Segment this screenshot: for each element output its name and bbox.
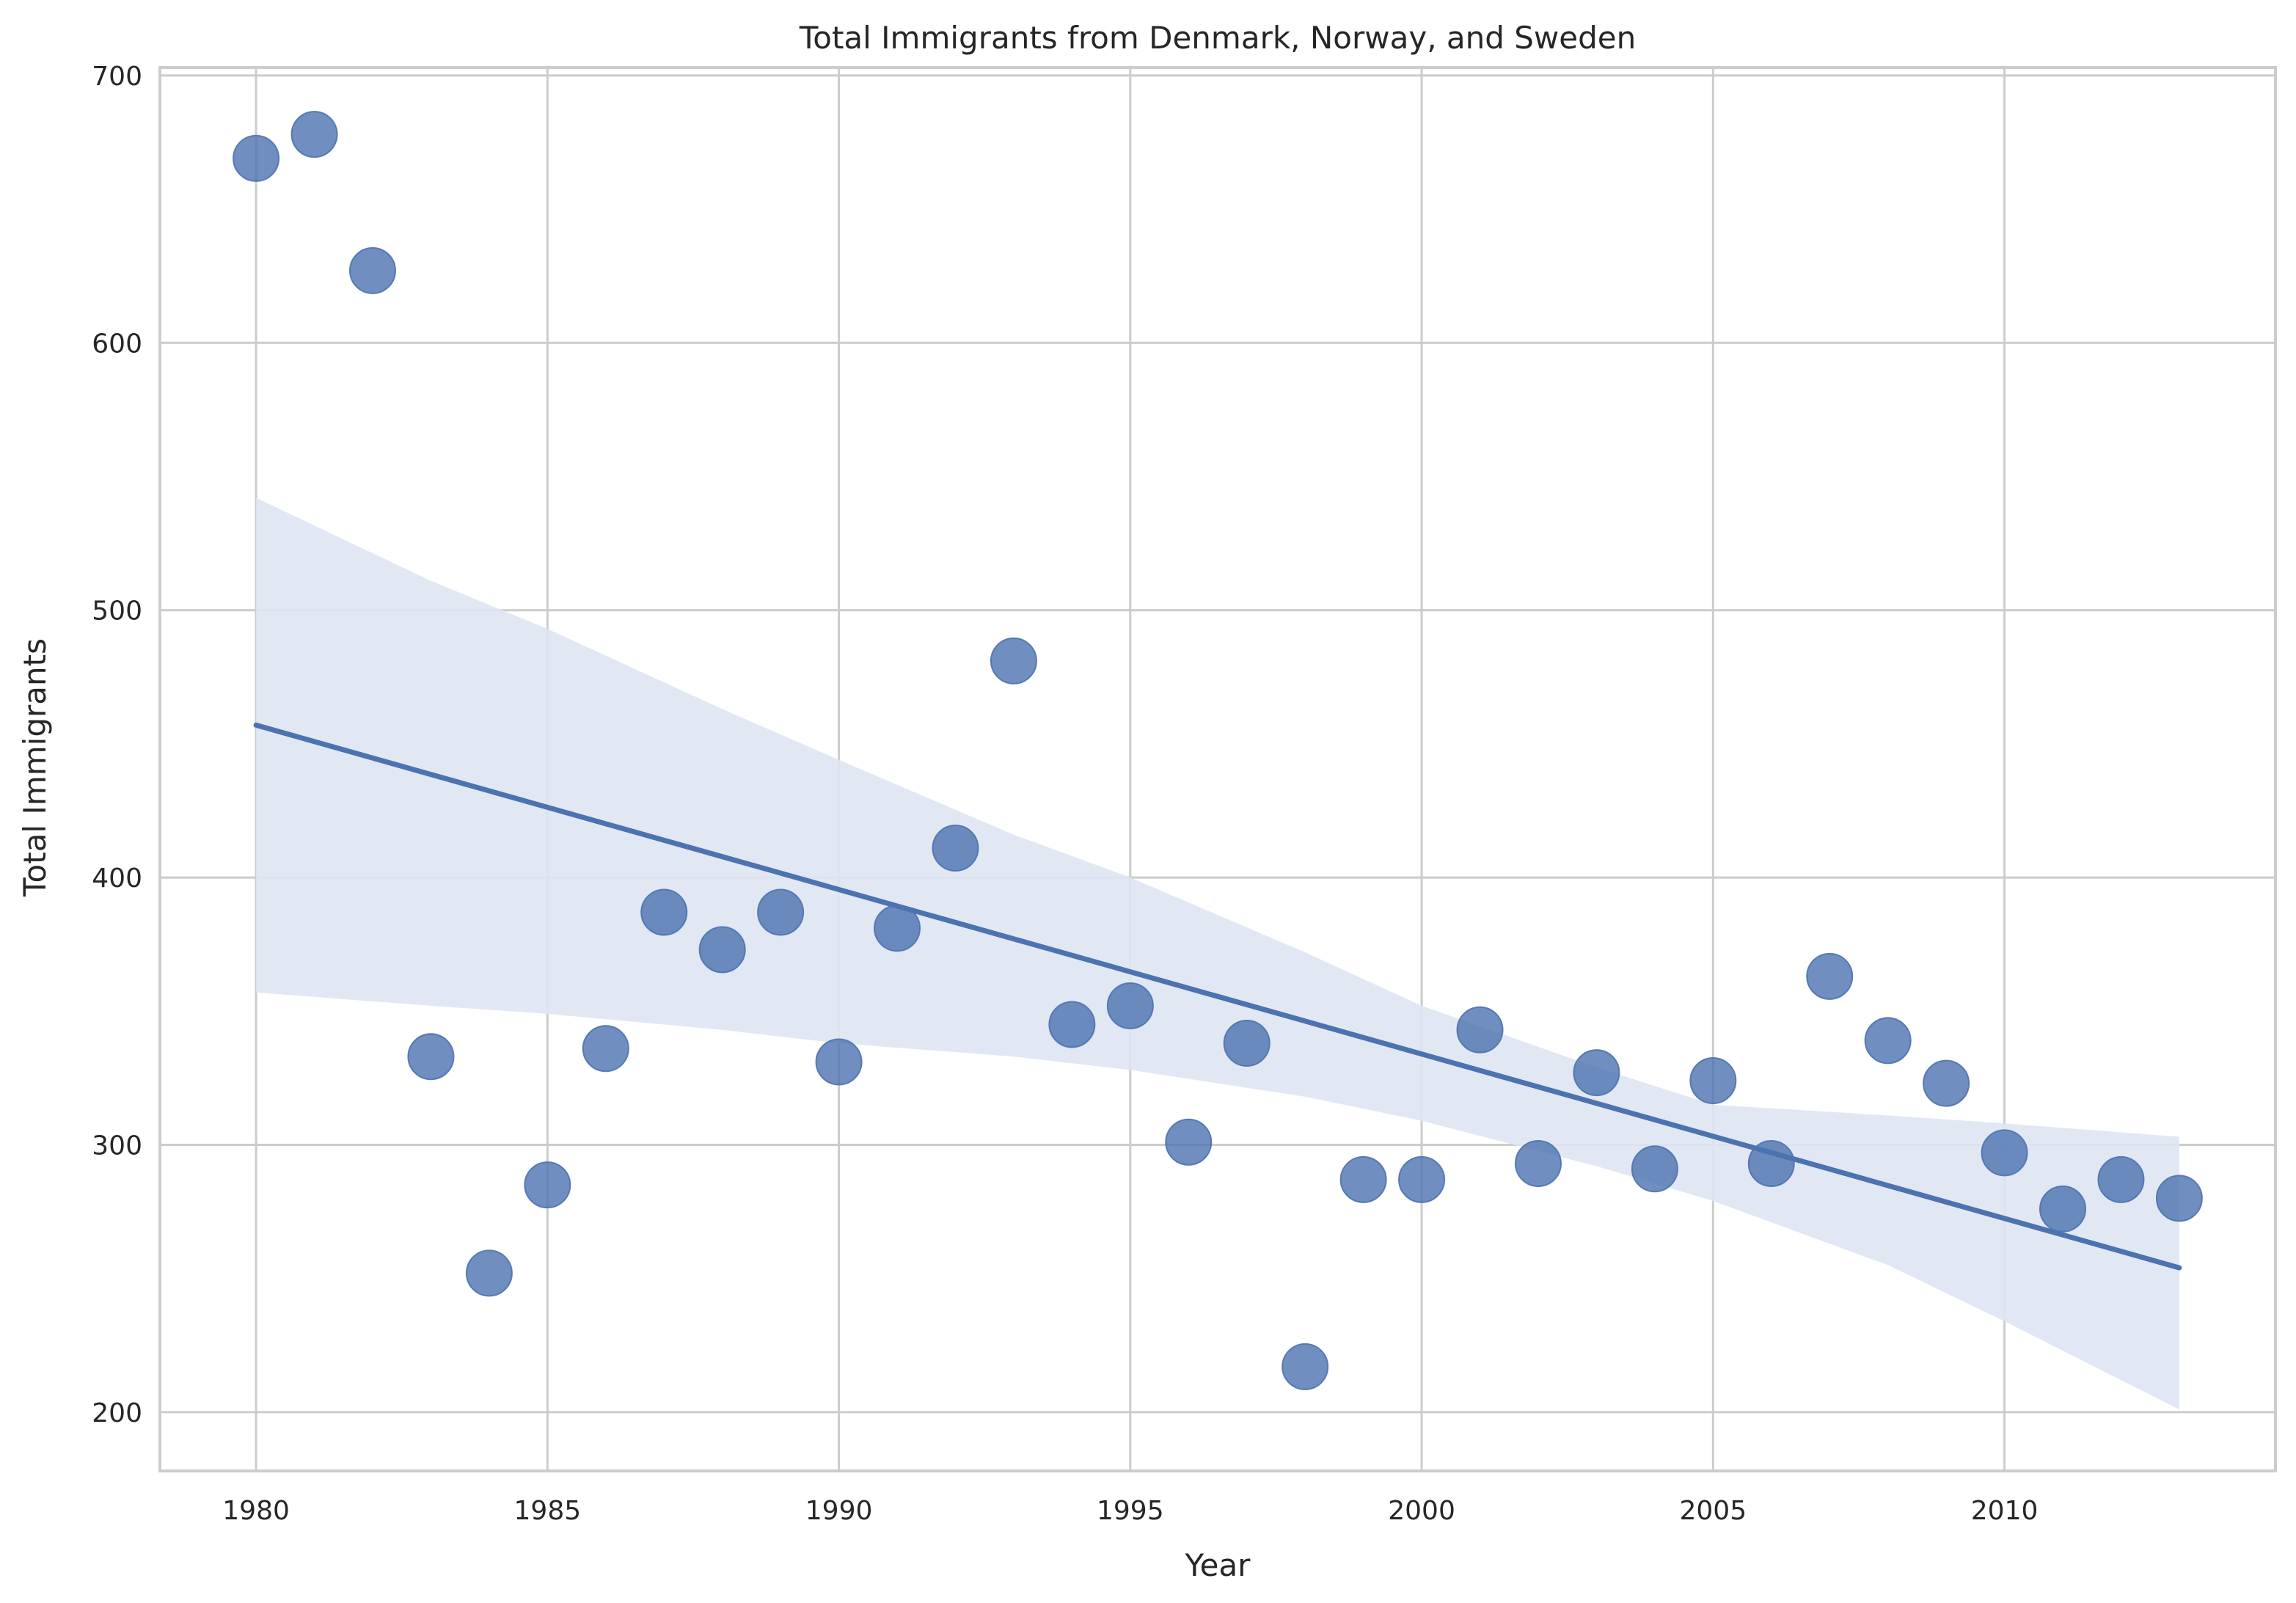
data-point <box>990 637 1037 684</box>
data-point <box>815 1038 863 1086</box>
x-tick-label: 1980 <box>222 1496 290 1526</box>
data-point <box>1456 1006 1504 1054</box>
data-point <box>640 888 688 936</box>
data-point <box>1106 982 1154 1029</box>
confidence-band-layer <box>256 497 2179 1410</box>
data-point <box>407 1033 455 1081</box>
data-point <box>1631 1145 1678 1193</box>
data-point <box>2155 1175 2203 1222</box>
data-point <box>1514 1139 1562 1187</box>
data-point <box>1806 952 1854 1000</box>
data-point <box>1864 1017 1912 1065</box>
data-point <box>1339 1155 1387 1203</box>
data-point <box>757 888 805 936</box>
plot-frame <box>158 66 2277 1472</box>
data-point <box>2039 1185 2087 1233</box>
y-tick-label: 200 <box>92 1398 142 1428</box>
data-point <box>524 1161 571 1209</box>
x-tick-label: 2000 <box>1388 1496 1455 1526</box>
y-tick-label: 400 <box>92 863 142 894</box>
x-tick-label: 1990 <box>805 1496 873 1526</box>
data-point <box>1573 1049 1620 1097</box>
data-point <box>1747 1139 1795 1187</box>
data-point <box>1282 1343 1329 1390</box>
x-tick-label: 1985 <box>514 1496 582 1526</box>
chart-title: Total Immigrants from Denmark, Norway, a… <box>799 20 1637 56</box>
data-point <box>290 111 338 158</box>
data-point <box>465 1249 513 1297</box>
confidence-band <box>256 497 2179 1410</box>
data-point <box>1398 1155 1446 1203</box>
data-point <box>1923 1059 1970 1107</box>
data-point <box>1048 1001 1096 1048</box>
data-point <box>233 134 280 182</box>
regression-layer <box>253 722 2182 1271</box>
data-point <box>1165 1118 1213 1166</box>
x-tick-label: 1995 <box>1097 1496 1164 1526</box>
x-tick-label: 2010 <box>1971 1496 2039 1526</box>
data-point <box>1223 1019 1271 1067</box>
scatter-points <box>233 111 2203 1390</box>
x-tick-labels: 1980 1985 1990 1995 2000 2005 2010 <box>222 1496 2038 1526</box>
y-tick-label: 600 <box>92 329 142 359</box>
data-point <box>1981 1129 2028 1177</box>
data-point <box>698 926 746 974</box>
x-tick-label: 2005 <box>1680 1496 1747 1526</box>
x-axis-label: Year <box>1185 1547 1251 1583</box>
data-point <box>1689 1057 1737 1105</box>
data-point <box>582 1025 629 1073</box>
data-point <box>2097 1155 2145 1203</box>
data-point <box>348 247 396 294</box>
y-tick-label: 500 <box>92 596 142 627</box>
y-tick-label: 700 <box>92 62 142 92</box>
y-axis-label: Total Immigrants <box>17 638 53 897</box>
y-tick-label: 300 <box>92 1131 142 1161</box>
y-tick-labels: 200 300 400 500 600 700 <box>92 62 142 1428</box>
data-point <box>932 824 979 872</box>
regression-line <box>253 722 2182 1271</box>
